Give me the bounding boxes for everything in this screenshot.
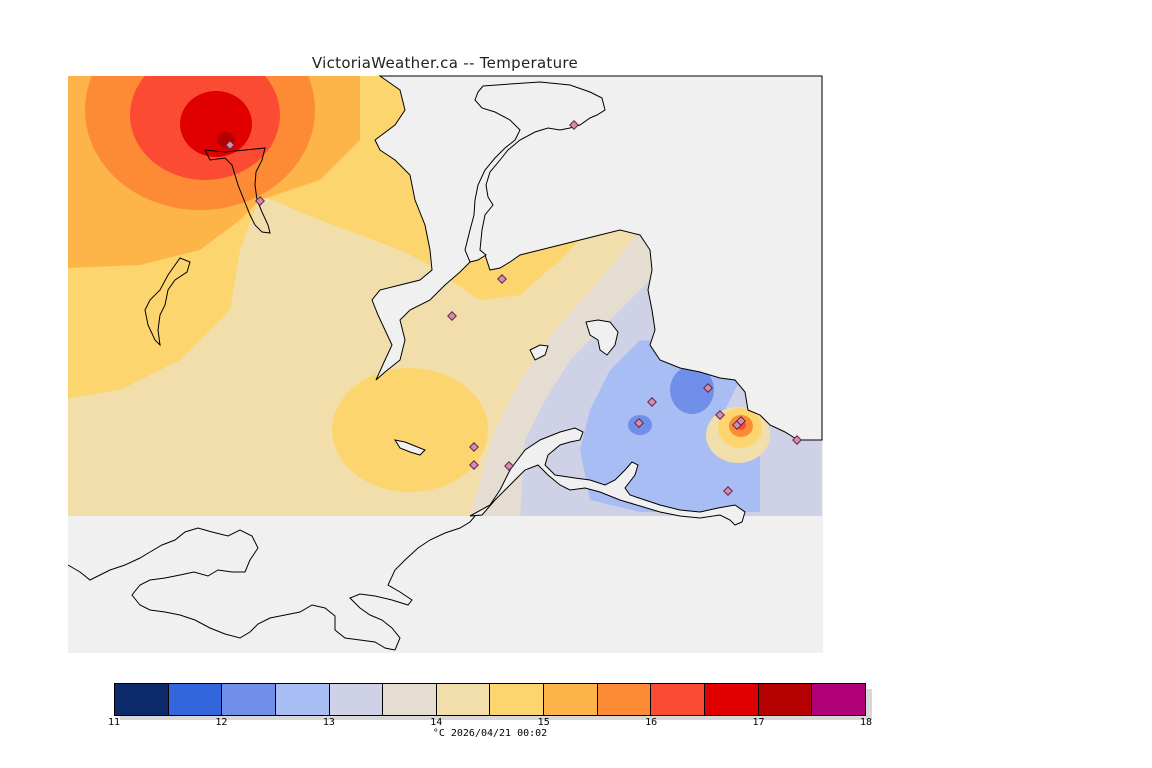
island-sidney <box>529 344 549 361</box>
colorbar-swatch <box>436 684 491 715</box>
colorbar-tick-label: 16 <box>645 717 658 728</box>
station-marker[interactable] <box>715 410 725 420</box>
station-marker[interactable] <box>647 397 657 407</box>
colorbar-tick-label: 14 <box>430 717 443 728</box>
colorbar-swatch <box>490 684 545 715</box>
zone-12-12.5-a <box>670 366 714 414</box>
coastline-south-2 <box>349 515 476 651</box>
station-marker[interactable] <box>469 442 479 452</box>
station-marker[interactable] <box>703 383 713 393</box>
water-bodies <box>371 75 823 441</box>
coastline-main <box>204 147 271 234</box>
station-marker[interactable] <box>634 418 644 428</box>
station-marker[interactable] <box>255 196 265 206</box>
colorbar-tick-label: 11 <box>107 717 121 728</box>
colorbar-tick-label: 15 <box>537 717 550 728</box>
colorbar-swatch <box>758 684 813 715</box>
colorbar-tick-label: 13 <box>322 717 335 728</box>
station-marker[interactable] <box>225 140 235 150</box>
station-marker[interactable] <box>447 311 457 321</box>
zone-15-central <box>332 368 488 492</box>
colorbar-swatch <box>544 684 598 715</box>
colorbar <box>114 683 866 716</box>
island-portland <box>393 439 426 456</box>
colorbar-swatch <box>329 684 384 715</box>
colorbar-swatch <box>812 684 865 715</box>
colorbar-swatch <box>168 684 223 715</box>
island-west <box>144 257 191 347</box>
station-marker[interactable] <box>736 416 746 426</box>
southern-water <box>469 427 746 526</box>
colorbar-tick-label: 17 <box>752 717 765 728</box>
colorbar-swatch <box>383 684 437 715</box>
colorbar-swatch <box>222 684 276 715</box>
legend-caption: °C 2026/04/21 00:02 <box>432 728 548 739</box>
olympic-peninsula-land <box>68 516 470 652</box>
map-title: VictoriaWeather.ca -- Temperature <box>311 54 579 72</box>
station-marker[interactable] <box>497 274 507 284</box>
colorbar-tick-label: 12 <box>215 717 228 728</box>
colorbar-tick-label: 18 <box>859 717 873 728</box>
coastline-south <box>67 527 396 651</box>
station-marker[interactable] <box>569 120 579 130</box>
zone-12.5-13 <box>580 340 760 512</box>
colorbar-swatch <box>651 684 706 715</box>
colorbar-swatch <box>275 684 330 715</box>
station-marker[interactable] <box>469 460 479 470</box>
station-marker[interactable] <box>504 461 514 471</box>
colorbar-swatch <box>705 684 759 715</box>
zone-17-17.5 <box>180 91 252 157</box>
colorbar-swatch <box>597 684 652 715</box>
temperature-legend: 11 12 13 14 15 16 17 18 °C 2026/04/21 00:02 <box>108 683 872 743</box>
station-marker[interactable] <box>792 435 802 445</box>
weather-stations <box>225 120 802 496</box>
island-james <box>585 319 619 356</box>
station-marker[interactable] <box>723 486 733 496</box>
colorbar-swatch <box>115 684 169 715</box>
saanich-inlet <box>464 81 606 263</box>
